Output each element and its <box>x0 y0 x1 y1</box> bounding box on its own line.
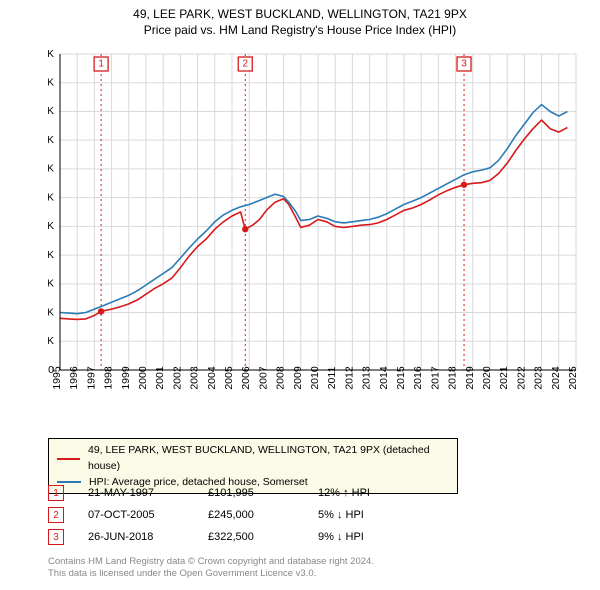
svg-text:2: 2 <box>242 59 248 70</box>
legend-item: 49, LEE PARK, WEST BUCKLAND, WELLINGTON,… <box>57 443 449 475</box>
sale-marker: 1 <box>48 485 64 501</box>
footnote: Contains HM Land Registry data © Crown c… <box>48 556 374 581</box>
sale-date: 07-OCT-2005 <box>88 509 208 521</box>
title-line-2: Price paid vs. HM Land Registry's House … <box>0 22 600 38</box>
svg-text:3: 3 <box>461 59 467 70</box>
legend-swatch <box>57 458 80 460</box>
sale-row: 2 07-OCT-2005£245,0005% ↓ HPI <box>48 504 438 526</box>
svg-text:£100K: £100K <box>48 306 54 318</box>
sale-price: £322,500 <box>208 531 318 543</box>
title-line-1: 49, LEE PARK, WEST BUCKLAND, WELLINGTON,… <box>0 6 600 22</box>
sales-table: 1 21-MAY-1997£101,99512% ↑ HPI 2 07-OCT-200… <box>48 482 438 548</box>
sale-date: 26-JUN-2018 <box>88 531 208 543</box>
sale-marker: 3 <box>48 529 64 545</box>
footnote-line-2: This data is licensed under the Open Gov… <box>48 568 374 580</box>
sale-marker: 2 <box>48 507 64 523</box>
price-chart: £0£50K£100K£150K£200K£250K£300K£350K£400… <box>48 46 582 416</box>
sale-delta: 5% ↓ HPI <box>318 509 438 521</box>
sale-delta: 9% ↓ HPI <box>318 531 438 543</box>
chart-title: 49, LEE PARK, WEST BUCKLAND, WELLINGTON,… <box>0 0 600 38</box>
sale-price: £101,995 <box>208 487 318 499</box>
sale-price: £245,000 <box>208 509 318 521</box>
svg-text:£450K: £450K <box>48 105 54 117</box>
svg-text:£300K: £300K <box>48 191 54 203</box>
svg-text:£400K: £400K <box>48 134 54 146</box>
svg-text:1: 1 <box>98 59 104 70</box>
svg-text:£200K: £200K <box>48 249 54 261</box>
svg-text:£350K: £350K <box>48 163 54 175</box>
svg-text:£500K: £500K <box>48 77 54 89</box>
svg-text:£150K: £150K <box>48 278 54 290</box>
sale-row: 1 21-MAY-1997£101,99512% ↑ HPI <box>48 482 438 504</box>
svg-text:£50K: £50K <box>48 335 54 347</box>
footnote-line-1: Contains HM Land Registry data © Crown c… <box>48 556 374 568</box>
svg-text:£250K: £250K <box>48 220 54 232</box>
legend-label: 49, LEE PARK, WEST BUCKLAND, WELLINGTON,… <box>88 443 449 475</box>
sale-date: 21-MAY-1997 <box>88 487 208 499</box>
sale-row: 3 26-JUN-2018£322,5009% ↓ HPI <box>48 526 438 548</box>
sale-delta: 12% ↑ HPI <box>318 487 438 499</box>
svg-text:£550K: £550K <box>48 48 54 60</box>
